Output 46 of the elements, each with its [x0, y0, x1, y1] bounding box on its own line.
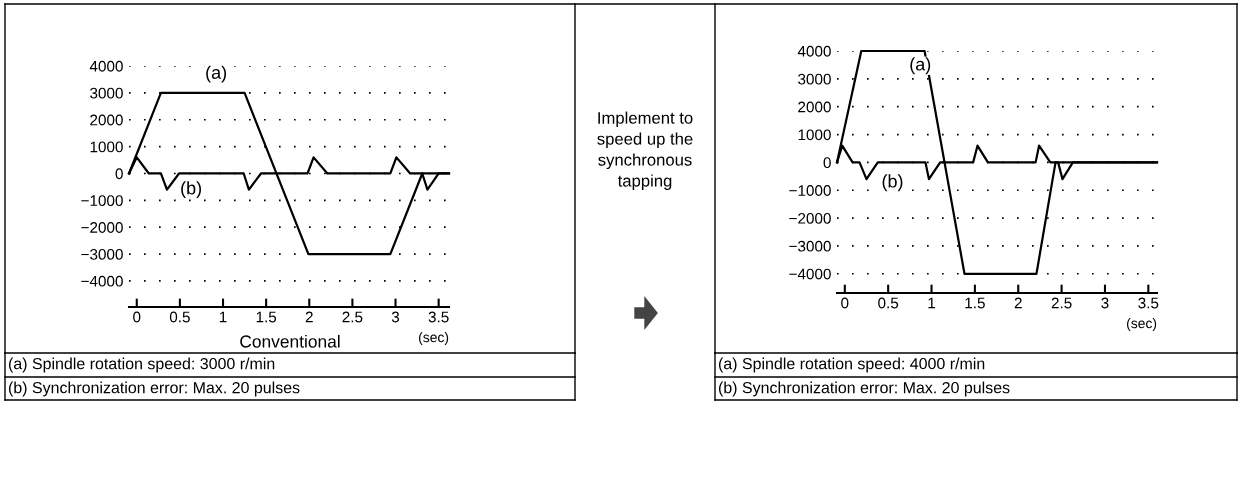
- y-tick-label: 2000: [90, 114, 123, 126]
- y-tick-label: 0: [823, 157, 831, 169]
- x-tick-label: 3.5: [428, 311, 449, 323]
- text: (a) Spindle rotation speed: 4000 r/min: [718, 357, 985, 373]
- y-tick-label: 4000: [797, 45, 831, 57]
- x-tick-label: 0.5: [169, 311, 190, 323]
- annotation: (b): [882, 174, 903, 192]
- x-tick-label: 2: [1014, 297, 1022, 309]
- x-tick-label: 3: [1101, 297, 1109, 309]
- y-tick-label: −4000: [789, 268, 831, 280]
- x-tick-label: 3: [391, 311, 400, 323]
- y-tick-label: 3000: [798, 73, 831, 85]
- x-tick-label: 1.5: [256, 311, 277, 323]
- x-tick-label: 3.5: [1138, 297, 1159, 309]
- x-tick-label: 1: [928, 297, 936, 309]
- x-tick-label: 1: [219, 311, 227, 323]
- y-tick-label: −1000: [81, 195, 123, 207]
- x-tick-label: 0: [133, 311, 141, 323]
- y-tick-label: −1000: [789, 185, 831, 196]
- annotation: (b): [181, 181, 202, 198]
- x-axis-title: (sec): [419, 332, 449, 345]
- text: (b) Synchronization error: Max. 20 pulses: [718, 381, 1010, 397]
- y-tick-label: −3000: [789, 240, 831, 252]
- y-tick-label: −2000: [81, 222, 123, 233]
- x-tick-label: 2: [305, 311, 313, 323]
- text: Implement to speed up the synchronous tapping: [597, 111, 693, 190]
- annotation: (a): [206, 65, 227, 83]
- text: (b) Synchronization error: Max. 20 pulses: [8, 381, 300, 397]
- x-tick-label: 2.5: [342, 311, 363, 323]
- annotation: (a): [910, 57, 931, 75]
- x-tick-label: 1.5: [965, 297, 985, 309]
- y-tick-label: 1000: [90, 141, 123, 153]
- y-tick-label: 4000: [89, 60, 123, 72]
- x-tick-label: 2.5: [1051, 297, 1072, 309]
- y-tick-label: −2000: [789, 212, 831, 224]
- y-tick-label: 1000: [798, 129, 831, 141]
- text: Conventional: [240, 334, 340, 348]
- text: (a) Spindle rotation speed: 3000 r/min: [8, 357, 275, 373]
- y-tick-label: 3000: [90, 87, 123, 99]
- x-axis-title: (sec): [1127, 318, 1157, 331]
- y-tick-label: 0: [115, 168, 123, 180]
- x-tick-label: 0.5: [878, 297, 899, 309]
- x-tick-label: 0: [841, 297, 849, 309]
- y-tick-label: 2000: [798, 101, 831, 113]
- y-tick-label: −4000: [81, 275, 123, 287]
- y-tick-label: −3000: [81, 248, 123, 260]
